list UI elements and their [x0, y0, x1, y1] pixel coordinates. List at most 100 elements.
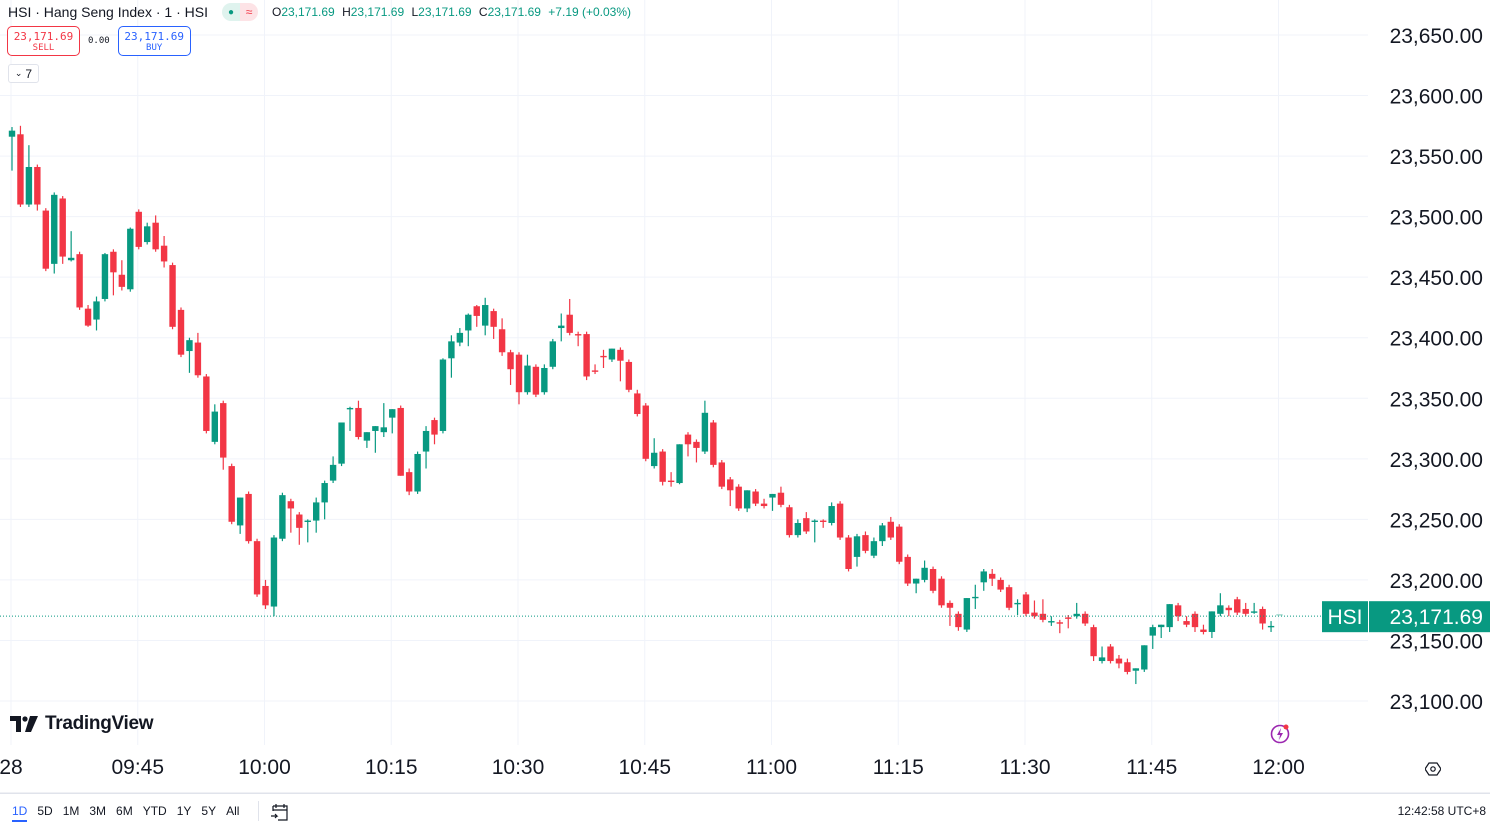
candle[interactable] [1107, 644, 1114, 664]
candle[interactable] [355, 400, 362, 440]
candle[interactable] [989, 569, 996, 586]
candle[interactable] [490, 308, 497, 339]
candle[interactable] [1065, 615, 1072, 629]
candle[interactable] [743, 490, 751, 513]
candle[interactable] [389, 409, 396, 434]
candle[interactable] [1191, 611, 1199, 632]
candle[interactable] [574, 331, 582, 347]
candle[interactable] [617, 347, 624, 382]
candle[interactable] [304, 519, 311, 543]
candle[interactable] [1098, 646, 1106, 664]
candle[interactable] [76, 251, 83, 310]
candle[interactable] [752, 489, 759, 507]
candle[interactable] [135, 209, 142, 250]
candle[interactable] [515, 352, 523, 405]
candle[interactable] [1141, 645, 1148, 672]
candle[interactable] [828, 502, 835, 526]
candle[interactable] [34, 164, 41, 211]
candle[interactable] [127, 227, 134, 292]
candle[interactable] [794, 519, 802, 538]
candle[interactable] [236, 497, 244, 534]
range-3m[interactable]: 3M [89, 804, 107, 818]
candle[interactable] [786, 504, 793, 538]
candle[interactable] [397, 405, 404, 476]
candle[interactable] [498, 318, 506, 356]
candle[interactable] [279, 492, 286, 542]
candle[interactable] [1090, 624, 1097, 662]
candle[interactable] [811, 519, 818, 543]
candle[interactable] [1225, 605, 1232, 617]
candle[interactable] [625, 359, 633, 393]
candle[interactable] [220, 400, 227, 470]
candle[interactable] [1250, 602, 1258, 614]
candle[interactable] [59, 196, 66, 264]
candle[interactable] [431, 417, 438, 445]
candle[interactable] [921, 560, 928, 583]
symbol-title[interactable]: HSI · Hang Seng Index · 1 · HSI [8, 4, 208, 20]
candle[interactable] [448, 335, 455, 378]
candle[interactable] [904, 554, 911, 586]
candle[interactable] [820, 519, 827, 528]
candle[interactable] [287, 498, 295, 533]
candle[interactable] [414, 451, 421, 494]
candlestick-chart[interactable]: 23,100.00 23,150.00 23,200.00 23,250.00 23,3… [0, 0, 1490, 793]
candle[interactable] [710, 420, 717, 468]
candle[interactable] [313, 497, 320, 533]
candle[interactable] [118, 260, 126, 291]
candle[interactable] [946, 600, 954, 626]
candle[interactable] [1208, 611, 1216, 639]
candle[interactable] [42, 208, 49, 272]
candle[interactable] [1166, 604, 1173, 632]
go-to-date-icon[interactable] [270, 802, 290, 822]
clock-timezone[interactable]: 12:42:58 UTC+8 [1397, 804, 1486, 818]
candle[interactable] [1039, 599, 1047, 623]
candle[interactable] [532, 364, 540, 398]
candle[interactable] [1014, 599, 1021, 616]
candle[interactable] [51, 192, 58, 274]
candle[interactable] [465, 313, 472, 347]
candle[interactable] [684, 432, 692, 457]
candle[interactable] [1149, 624, 1156, 649]
candle[interactable] [896, 524, 903, 565]
candle[interactable] [253, 538, 261, 597]
candle[interactable] [727, 476, 734, 507]
candle[interactable] [507, 349, 514, 385]
candle[interactable] [1005, 584, 1013, 611]
candle[interactable] [929, 566, 937, 594]
candle[interactable] [845, 535, 852, 572]
candle[interactable] [1022, 592, 1030, 617]
candle[interactable] [1056, 619, 1063, 634]
candle[interactable] [1048, 616, 1055, 626]
candle[interactable] [862, 531, 869, 554]
candle[interactable] [1158, 624, 1165, 639]
candle[interactable] [372, 426, 379, 453]
candle[interactable] [642, 403, 649, 462]
candle[interactable] [228, 463, 235, 525]
candle[interactable] [456, 328, 464, 347]
candle[interactable] [1217, 593, 1224, 617]
buy-button[interactable]: 23,171.69 BUY [117, 26, 191, 56]
candle[interactable] [101, 252, 109, 302]
candle[interactable] [169, 262, 176, 330]
candle[interactable] [769, 493, 776, 511]
candle[interactable] [67, 231, 75, 262]
candle[interactable] [93, 296, 100, 331]
candle[interactable] [676, 444, 683, 485]
candle[interactable] [980, 569, 987, 591]
range-1y[interactable]: 1Y [176, 804, 192, 818]
candle[interactable] [25, 145, 33, 207]
candle[interactable] [938, 576, 945, 608]
candle[interactable] [8, 127, 16, 171]
candle[interactable] [270, 535, 278, 617]
candle[interactable] [177, 307, 185, 358]
candle[interactable] [1242, 602, 1249, 617]
candle[interactable] [110, 249, 117, 296]
candle[interactable] [524, 354, 531, 395]
candle[interactable] [1073, 602, 1080, 619]
candle[interactable] [558, 313, 565, 342]
candle[interactable] [144, 222, 151, 245]
candle[interactable] [439, 358, 447, 434]
candle[interactable] [912, 578, 920, 594]
candle[interactable] [651, 438, 658, 469]
indicators-toggle-button[interactable]: ⌄ 7 [8, 64, 39, 83]
